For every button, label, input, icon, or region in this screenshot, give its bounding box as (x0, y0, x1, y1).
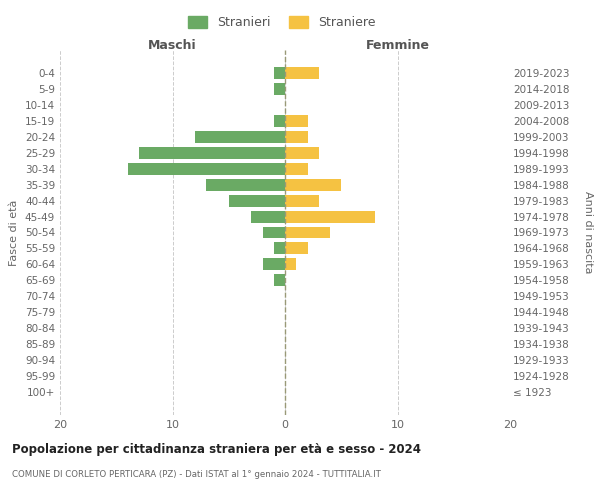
Bar (285, 226, 330, 238)
Bar (195, 130, 285, 142)
Bar (139, 146, 285, 158)
Bar (274, 82, 285, 94)
Legend: Stranieri, Straniere: Stranieri, Straniere (184, 11, 380, 34)
Text: Femmine: Femmine (365, 39, 430, 52)
Bar (274, 274, 285, 286)
Bar (285, 178, 341, 190)
Bar (128, 162, 285, 174)
Bar (251, 210, 285, 222)
Text: Maschi: Maschi (148, 39, 197, 52)
Bar (285, 146, 319, 158)
Bar (285, 114, 308, 126)
Bar (285, 210, 375, 222)
Text: COMUNE DI CORLETO PERTICARA (PZ) - Dati ISTAT al 1° gennaio 2024 - TUTTITALIA.IT: COMUNE DI CORLETO PERTICARA (PZ) - Dati … (12, 470, 381, 479)
Text: Popolazione per cittadinanza straniera per età e sesso - 2024: Popolazione per cittadinanza straniera p… (12, 442, 421, 456)
Bar (263, 258, 285, 270)
Y-axis label: Fasce di età: Fasce di età (10, 200, 19, 266)
Bar (229, 194, 285, 206)
Bar (285, 242, 308, 254)
Bar (285, 194, 319, 206)
Bar (285, 66, 319, 78)
Bar (206, 178, 285, 190)
Bar (285, 130, 308, 142)
Bar (274, 66, 285, 78)
Bar (274, 114, 285, 126)
Bar (285, 258, 296, 270)
Bar (285, 162, 308, 174)
Bar (263, 226, 285, 238)
Text: Anni di nascita: Anni di nascita (583, 191, 593, 274)
Bar (274, 242, 285, 254)
